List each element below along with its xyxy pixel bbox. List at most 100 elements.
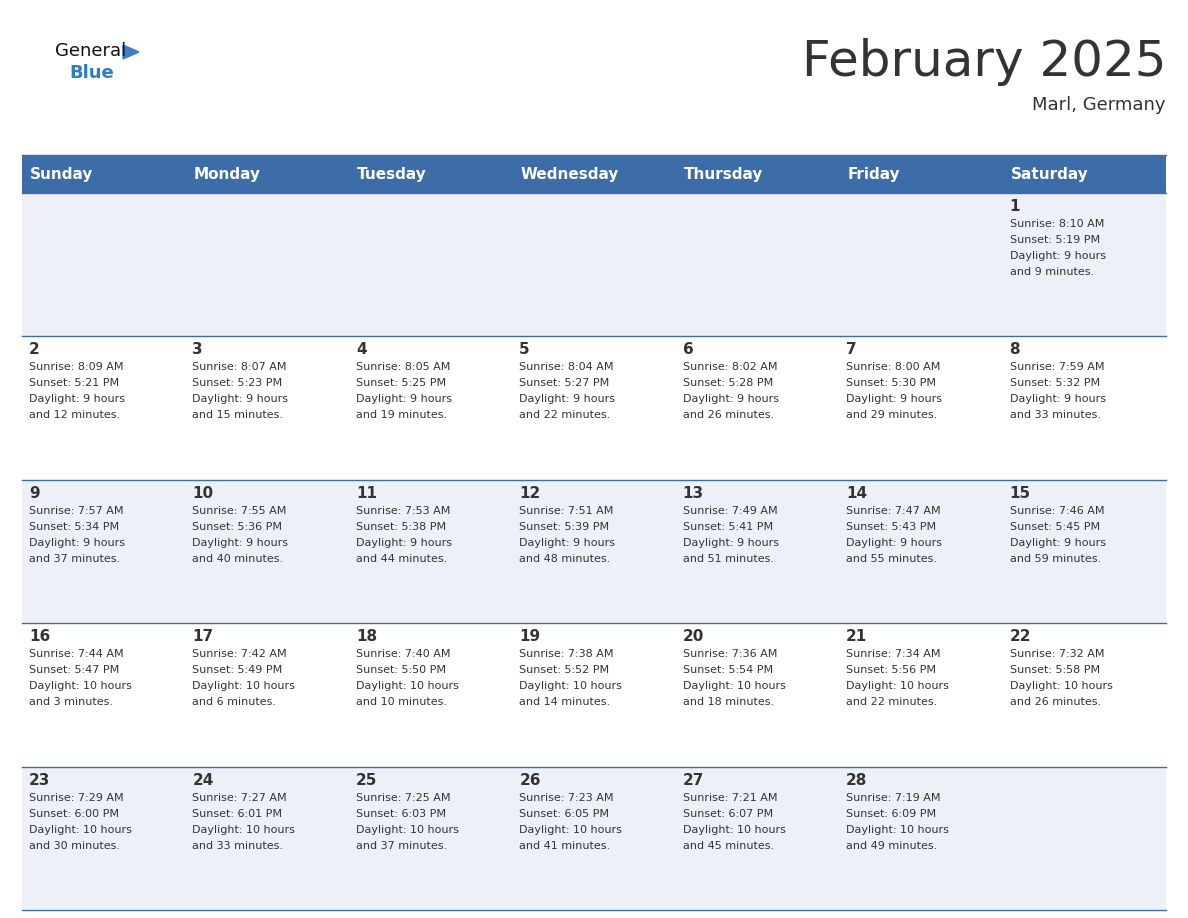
- Text: Sunset: 5:54 PM: Sunset: 5:54 PM: [683, 666, 773, 676]
- Text: Sunrise: 7:42 AM: Sunrise: 7:42 AM: [192, 649, 287, 659]
- Text: Daylight: 10 hours: Daylight: 10 hours: [192, 824, 296, 834]
- Text: Sunrise: 8:05 AM: Sunrise: 8:05 AM: [356, 363, 450, 373]
- Text: 14: 14: [846, 486, 867, 501]
- Text: Sunrise: 7:29 AM: Sunrise: 7:29 AM: [29, 792, 124, 802]
- Text: and 14 minutes.: and 14 minutes.: [519, 697, 611, 707]
- Text: 10: 10: [192, 486, 214, 501]
- Text: Sunset: 5:58 PM: Sunset: 5:58 PM: [1010, 666, 1100, 676]
- Text: Sunset: 5:41 PM: Sunset: 5:41 PM: [683, 521, 773, 532]
- Text: Daylight: 9 hours: Daylight: 9 hours: [29, 538, 125, 548]
- Text: Daylight: 9 hours: Daylight: 9 hours: [519, 395, 615, 405]
- Bar: [349, 193, 512, 336]
- Text: General: General: [55, 42, 126, 60]
- Text: Monday: Monday: [194, 166, 260, 182]
- Text: 8: 8: [1010, 342, 1020, 357]
- Text: Sunset: 5:50 PM: Sunset: 5:50 PM: [356, 666, 446, 676]
- Text: 21: 21: [846, 629, 867, 644]
- Text: 26: 26: [519, 773, 541, 788]
- Bar: [512, 767, 676, 910]
- Text: Sunset: 5:21 PM: Sunset: 5:21 PM: [29, 378, 119, 388]
- Bar: [23, 623, 185, 767]
- Text: 17: 17: [192, 629, 214, 644]
- Text: Sunrise: 8:09 AM: Sunrise: 8:09 AM: [29, 363, 124, 373]
- Bar: [1003, 480, 1165, 623]
- Text: and 12 minutes.: and 12 minutes.: [29, 410, 120, 420]
- Text: and 26 minutes.: and 26 minutes.: [1010, 697, 1101, 707]
- Text: and 55 minutes.: and 55 minutes.: [846, 554, 937, 564]
- Bar: [839, 623, 1003, 767]
- Text: Sunset: 5:30 PM: Sunset: 5:30 PM: [846, 378, 936, 388]
- Text: and 51 minutes.: and 51 minutes.: [683, 554, 773, 564]
- Text: Sunset: 5:34 PM: Sunset: 5:34 PM: [29, 521, 119, 532]
- Bar: [1003, 193, 1165, 336]
- Text: and 37 minutes.: and 37 minutes.: [29, 554, 120, 564]
- Bar: [23, 767, 185, 910]
- Text: Sunrise: 7:25 AM: Sunrise: 7:25 AM: [356, 792, 450, 802]
- Text: Sunset: 5:27 PM: Sunset: 5:27 PM: [519, 378, 609, 388]
- Text: Sunset: 6:09 PM: Sunset: 6:09 PM: [846, 809, 936, 819]
- Text: and 33 minutes.: and 33 minutes.: [192, 841, 284, 851]
- Text: Daylight: 9 hours: Daylight: 9 hours: [29, 395, 125, 405]
- Text: and 10 minutes.: and 10 minutes.: [356, 697, 447, 707]
- Text: and 22 minutes.: and 22 minutes.: [519, 410, 611, 420]
- Bar: [839, 767, 1003, 910]
- Bar: [349, 336, 512, 480]
- Text: and 40 minutes.: and 40 minutes.: [192, 554, 284, 564]
- Text: Thursday: Thursday: [684, 166, 763, 182]
- Bar: [1003, 767, 1165, 910]
- Text: Daylight: 9 hours: Daylight: 9 hours: [683, 538, 778, 548]
- Bar: [185, 480, 349, 623]
- Text: and 19 minutes.: and 19 minutes.: [356, 410, 447, 420]
- Text: 25: 25: [356, 773, 378, 788]
- Text: Saturday: Saturday: [1011, 166, 1088, 182]
- Text: Daylight: 9 hours: Daylight: 9 hours: [1010, 538, 1106, 548]
- Text: Daylight: 10 hours: Daylight: 10 hours: [846, 824, 949, 834]
- Text: Daylight: 10 hours: Daylight: 10 hours: [1010, 681, 1112, 691]
- Text: Sunrise: 7:40 AM: Sunrise: 7:40 AM: [356, 649, 450, 659]
- Text: 1: 1: [1010, 199, 1020, 214]
- Text: Daylight: 10 hours: Daylight: 10 hours: [683, 681, 785, 691]
- Text: Sunset: 6:01 PM: Sunset: 6:01 PM: [192, 809, 283, 819]
- Bar: [839, 480, 1003, 623]
- Text: 11: 11: [356, 486, 377, 501]
- Text: Daylight: 9 hours: Daylight: 9 hours: [192, 395, 289, 405]
- Text: Sunrise: 8:04 AM: Sunrise: 8:04 AM: [519, 363, 614, 373]
- Text: 2: 2: [29, 342, 39, 357]
- Text: Sunset: 5:39 PM: Sunset: 5:39 PM: [519, 521, 609, 532]
- Text: 15: 15: [1010, 486, 1031, 501]
- Text: 7: 7: [846, 342, 857, 357]
- Text: 13: 13: [683, 486, 703, 501]
- Text: Daylight: 9 hours: Daylight: 9 hours: [356, 538, 451, 548]
- Text: 3: 3: [192, 342, 203, 357]
- Bar: [23, 155, 185, 193]
- Text: Sunset: 5:56 PM: Sunset: 5:56 PM: [846, 666, 936, 676]
- Text: and 45 minutes.: and 45 minutes.: [683, 841, 773, 851]
- Text: Sunrise: 8:02 AM: Sunrise: 8:02 AM: [683, 363, 777, 373]
- Text: Daylight: 9 hours: Daylight: 9 hours: [356, 395, 451, 405]
- Text: Sunset: 5:32 PM: Sunset: 5:32 PM: [1010, 378, 1100, 388]
- Text: and 33 minutes.: and 33 minutes.: [1010, 410, 1100, 420]
- Text: Sunrise: 7:55 AM: Sunrise: 7:55 AM: [192, 506, 286, 516]
- Text: and 6 minutes.: and 6 minutes.: [192, 697, 277, 707]
- Text: Sunrise: 7:47 AM: Sunrise: 7:47 AM: [846, 506, 941, 516]
- Text: Daylight: 9 hours: Daylight: 9 hours: [846, 538, 942, 548]
- Text: and 3 minutes.: and 3 minutes.: [29, 697, 113, 707]
- Text: Sunday: Sunday: [30, 166, 94, 182]
- Text: 18: 18: [356, 629, 377, 644]
- Bar: [23, 193, 185, 336]
- Text: February 2025: February 2025: [802, 38, 1165, 86]
- Text: and 48 minutes.: and 48 minutes.: [519, 554, 611, 564]
- Text: Sunrise: 7:44 AM: Sunrise: 7:44 AM: [29, 649, 124, 659]
- Bar: [512, 193, 676, 336]
- Bar: [185, 336, 349, 480]
- Bar: [676, 480, 839, 623]
- Text: Sunset: 5:38 PM: Sunset: 5:38 PM: [356, 521, 446, 532]
- Text: 24: 24: [192, 773, 214, 788]
- Bar: [1003, 155, 1165, 193]
- Text: Blue: Blue: [69, 64, 114, 82]
- Text: Sunrise: 7:57 AM: Sunrise: 7:57 AM: [29, 506, 124, 516]
- Text: 23: 23: [29, 773, 50, 788]
- Text: Daylight: 10 hours: Daylight: 10 hours: [846, 681, 949, 691]
- Text: Sunset: 5:28 PM: Sunset: 5:28 PM: [683, 378, 773, 388]
- Text: Sunrise: 7:49 AM: Sunrise: 7:49 AM: [683, 506, 777, 516]
